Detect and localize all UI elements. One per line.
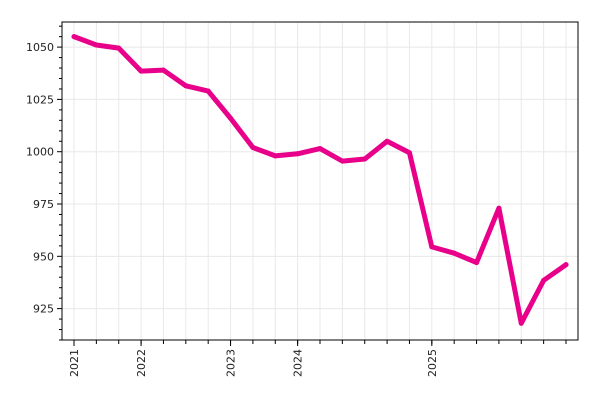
- x-tick-label: 2022: [135, 349, 148, 377]
- data-point: [339, 158, 345, 164]
- data-point: [541, 277, 547, 283]
- data-point: [384, 138, 390, 144]
- data-point: [138, 68, 144, 74]
- x-tick-label: 2021: [68, 349, 81, 377]
- data-point: [71, 34, 77, 40]
- data-point: [272, 153, 278, 159]
- data-point: [406, 150, 412, 156]
- plot-frame: [61, 21, 579, 341]
- data-point: [563, 262, 569, 268]
- data-point: [250, 145, 256, 151]
- y-tick-label: 1025: [26, 93, 54, 106]
- data-point: [228, 115, 234, 121]
- data-point: [496, 205, 502, 211]
- x-tick-label: 2025: [426, 349, 439, 377]
- data-point: [116, 45, 122, 51]
- data-point: [474, 260, 480, 266]
- data-point: [93, 42, 99, 48]
- data-point: [205, 88, 211, 94]
- y-tick-label: 1050: [26, 41, 54, 54]
- x-tick-label: 2023: [225, 349, 238, 377]
- data-point: [317, 146, 323, 152]
- data-point: [451, 250, 457, 256]
- y-tick-label: 1000: [26, 146, 54, 159]
- data-point: [160, 67, 166, 73]
- grid-lines: [62, 22, 578, 340]
- y-tick-label: 975: [33, 198, 54, 211]
- y-axis: 925 950 975 1000 1025 1050: [26, 41, 62, 316]
- data-point: [362, 156, 368, 162]
- data-point: [518, 320, 524, 326]
- x-axis: 2021 2022 2023 2024 2025: [68, 340, 439, 377]
- y-tick-label: 925: [33, 303, 54, 316]
- data-point: [295, 151, 301, 157]
- minor-ticks: [59, 25, 567, 344]
- y-tick-label: 950: [33, 250, 54, 263]
- x-tick-label: 2024: [292, 349, 305, 377]
- data-point: [183, 83, 189, 89]
- data-point: [429, 244, 435, 250]
- series-layer: [71, 34, 569, 326]
